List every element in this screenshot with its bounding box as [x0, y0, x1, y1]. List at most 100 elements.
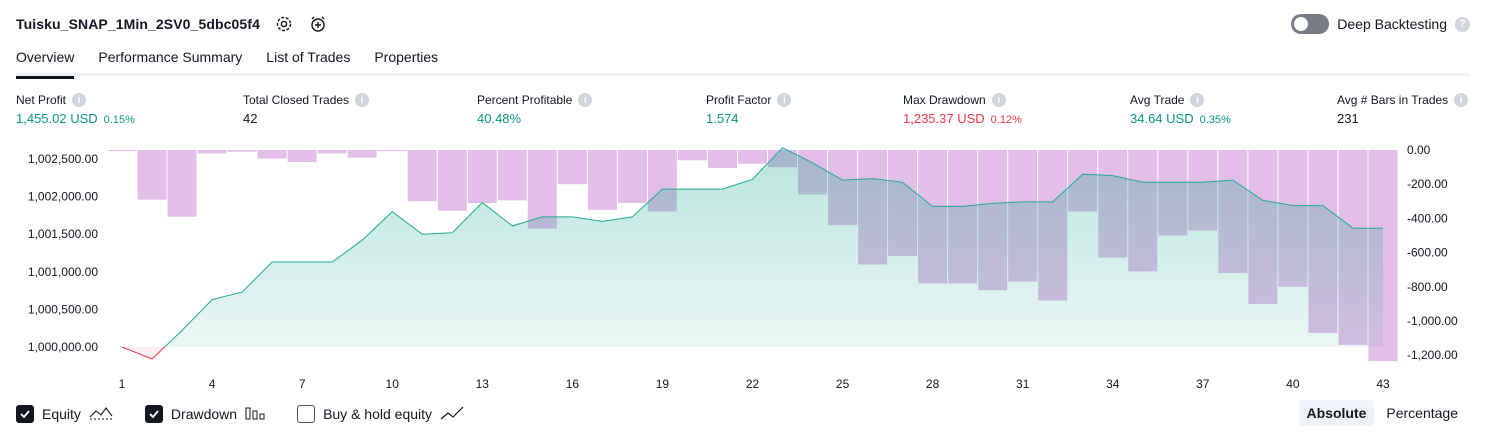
toggle-knob [1294, 17, 1309, 31]
right-axis-tick: -200.00 [1407, 177, 1448, 191]
x-axis-tick: 7 [299, 377, 306, 391]
info-icon[interactable]: i [777, 93, 792, 107]
left-axis-tick: 1,001,500.00 [28, 227, 98, 241]
add-alert-icon[interactable] [308, 14, 328, 34]
drawdown-bar [617, 150, 647, 203]
metric-net-profit: Net Profit i 1,455.02 USD 0.15% [16, 93, 135, 126]
x-axis-tick: 40 [1286, 377, 1300, 391]
deep-backtesting: Deep Backtesting ? [1291, 12, 1470, 36]
left-axis-tick: 1,000,000.00 [28, 340, 98, 354]
drawdown-bar [497, 150, 527, 201]
absolute-mode-button[interactable]: Absolute [1298, 400, 1375, 426]
chart-legend: Equity Drawdown Buy & hold equity [16, 403, 464, 425]
legend-drawdown[interactable]: Drawdown [144, 405, 265, 424]
drawdown-bar [527, 150, 557, 229]
drawdown-bar [227, 150, 257, 152]
right-axis-tick: -800.00 [1407, 280, 1448, 294]
x-axis-tick: 25 [836, 377, 850, 391]
metric-label: Max Drawdown [903, 93, 986, 107]
drawdown-bar [708, 150, 737, 168]
metric-value: 231 [1337, 111, 1359, 126]
right-axis: 0.00 -200.00 -400.00 -600.00 -800.00 -1,000.0… [1407, 143, 1458, 362]
tab-performance-summary[interactable]: Performance Summary [98, 49, 243, 65]
x-axis-tick: 1 [119, 377, 126, 391]
drawdown-bar [557, 150, 587, 185]
x-axis-tick: 4 [209, 377, 216, 391]
left-axis-tick: 1,002,000.00 [28, 190, 98, 204]
legend-buy-hold[interactable]: Buy & hold equity [297, 405, 464, 424]
metric-label: Avg Trade [1130, 93, 1185, 107]
metric-value: 1,235.37 USD [903, 111, 985, 126]
x-axis-tick: 28 [926, 377, 940, 391]
metric-value: 1,455.02 USD [16, 111, 98, 126]
help-icon[interactable]: ? [1455, 16, 1470, 32]
metric-percent-profitable: Percent Profitable i 40.48% [477, 93, 593, 126]
metric-avg-trade: Avg Trade i 34.64 USD 0.35% [1130, 93, 1231, 126]
settings-gear-icon[interactable] [274, 14, 294, 34]
drawdown-bars-icon [245, 405, 265, 424]
drawdown-bar [167, 150, 197, 217]
info-icon[interactable]: i [355, 93, 370, 107]
drawdown-bar [257, 150, 287, 159]
metric-profit-factor: Profit Factor i 1.574 [706, 93, 792, 126]
metric-label: Profit Factor [706, 93, 772, 107]
equity-line [122, 147, 1383, 347]
x-axis-tick: 22 [746, 377, 760, 391]
metric-label: Avg # Bars in Trades [1337, 93, 1449, 107]
drawdown-checkbox[interactable] [144, 405, 163, 423]
equity-checkbox[interactable] [16, 405, 34, 423]
x-axis-tick: 31 [1016, 377, 1030, 391]
deep-backtesting-label: Deep Backtesting [1337, 16, 1447, 32]
metric-percent: 0.12% [990, 114, 1022, 126]
drawdown-bar [347, 150, 377, 158]
x-axis-tick: 10 [386, 377, 400, 391]
right-axis-tick: -600.00 [1407, 246, 1448, 260]
drawdown-bar [677, 150, 707, 161]
metric-max-drawdown: Max Drawdown i 1,235.37 USD 0.12% [903, 93, 1022, 126]
header: Tuisku_SNAP_1Min_2SV0_5dbc05f4 [16, 12, 328, 36]
left-axis-tick: 1,001,000.00 [28, 265, 98, 279]
metric-label: Total Closed Trades [243, 93, 350, 107]
buy-hold-line-icon [440, 405, 464, 424]
info-icon[interactable]: i [991, 93, 1006, 107]
equity-drawdown-chart[interactable]: 1,000,000.00 1,000,500.00 1,001,000.00 1,00… [0, 140, 1486, 395]
metric-percent: 0.15% [103, 114, 135, 126]
buy-hold-checkbox[interactable] [297, 405, 316, 423]
drawdown-bar [587, 150, 617, 210]
drawdown-bar [107, 150, 137, 151]
legend-buy-hold-label: Buy & hold equity [323, 406, 433, 422]
metric-value: 34.64 USD [1130, 111, 1194, 126]
metric-value: 1.574 [706, 111, 739, 126]
metric-avg-bars-in-trades: Avg # Bars in Trades i 231 [1337, 93, 1469, 126]
x-axis-tick: 16 [566, 377, 580, 391]
drawdown-bar [407, 150, 437, 202]
info-icon[interactable]: i [72, 93, 87, 107]
metric-label: Net Profit [16, 93, 67, 107]
x-axis-tick: 13 [476, 377, 490, 391]
equity-area-fill [122, 147, 1383, 347]
info-icon[interactable]: i [1454, 93, 1469, 107]
drawdown-bar [287, 150, 317, 162]
info-icon[interactable]: i [1190, 93, 1205, 107]
metrics-row: Net Profit i 1,455.02 USD 0.15% Total Clos… [16, 93, 1472, 133]
deep-backtesting-toggle[interactable] [1291, 14, 1330, 34]
drawdown-bar [197, 150, 227, 154]
drawdown-bar [738, 150, 767, 164]
right-axis-tick: -1,200.00 [1407, 348, 1458, 362]
tab-properties[interactable]: Properties [374, 49, 439, 65]
drawdown-bar [137, 150, 167, 200]
tab-bar: Overview Performance Summary List of Tra… [16, 46, 1470, 79]
tab-overview[interactable]: Overview [16, 46, 75, 79]
percentage-mode-button[interactable]: Percentage [1386, 405, 1458, 421]
right-axis-tick: -400.00 [1407, 211, 1448, 225]
metric-total-closed-trades: Total Closed Trades i 42 [243, 93, 370, 126]
drawdown-bar [317, 150, 347, 154]
tab-list-of-trades[interactable]: List of Trades [266, 49, 351, 65]
left-axis-tick: 1,000,500.00 [28, 302, 98, 316]
x-axis-tick: 43 [1376, 377, 1390, 391]
strategy-title: Tuisku_SNAP_1Min_2SV0_5dbc05f4 [16, 16, 260, 32]
legend-equity[interactable]: Equity [16, 405, 113, 424]
display-mode-switch: Absolute Percentage [1298, 400, 1467, 426]
equity-area [121, 147, 1383, 360]
info-icon[interactable]: i [578, 93, 593, 107]
